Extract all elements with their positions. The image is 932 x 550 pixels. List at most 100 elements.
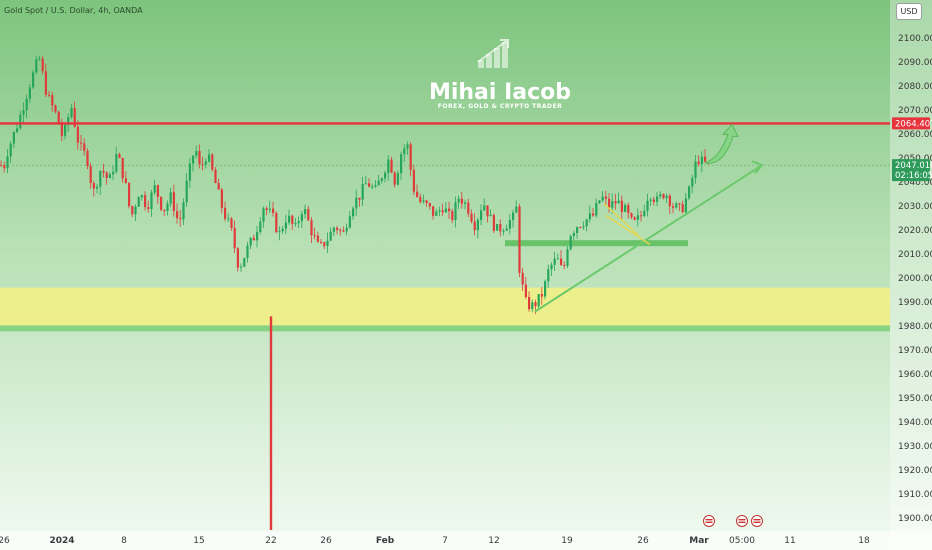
candle-1 <box>3 161 6 173</box>
demand-zone <box>505 240 688 247</box>
candle-218 <box>697 155 700 167</box>
candle-217 <box>694 154 697 184</box>
candle-60 <box>192 155 195 172</box>
candle-body <box>694 161 697 179</box>
candle-151 <box>483 198 486 212</box>
candle-body <box>444 208 447 213</box>
candle-126 <box>403 144 406 162</box>
watermark-subtitle: FOREX, GOLD & CRYPTO TRADER <box>438 103 562 110</box>
candle-body <box>288 215 291 223</box>
candle-body <box>508 220 511 229</box>
candle-80 <box>256 225 259 248</box>
candle-185 <box>592 208 595 217</box>
candle-body <box>457 198 460 203</box>
candle-body <box>636 215 639 220</box>
resistance-price-label: 2064.407 <box>895 119 932 129</box>
candle-79 <box>252 234 255 241</box>
candle-201 <box>643 204 646 218</box>
candle-28 <box>89 162 92 189</box>
candle-102 <box>326 232 329 253</box>
x-tick-label: 8 <box>121 536 127 546</box>
candle-132 <box>422 194 425 204</box>
candle-body <box>188 163 191 181</box>
candle-body <box>291 215 294 224</box>
candle-body <box>652 199 655 202</box>
candle-107 <box>342 226 345 233</box>
trendline <box>534 164 763 313</box>
candle-body <box>358 197 361 200</box>
candle-body <box>150 192 153 210</box>
candle-184 <box>588 205 591 223</box>
candle-14 <box>44 63 47 97</box>
candle-111 <box>355 189 358 216</box>
candle-body <box>448 208 451 212</box>
candle-37 <box>118 152 121 159</box>
candle-body <box>515 206 518 213</box>
candle-46 <box>147 200 150 213</box>
event-flag-icon[interactable] <box>703 515 715 527</box>
candle-164 <box>524 276 527 299</box>
candle-141 <box>451 208 454 224</box>
candle-body <box>339 229 342 231</box>
candle-body <box>428 203 431 207</box>
candle-body <box>585 219 588 227</box>
candle-body <box>499 224 502 232</box>
candle-body <box>560 258 563 265</box>
candle-160 <box>512 210 515 228</box>
x-tick-label: Mar <box>689 536 709 546</box>
candle-100 <box>320 239 323 245</box>
candle-body <box>422 200 425 202</box>
y-tick-label: 2080.000 <box>898 82 932 92</box>
candle-body <box>489 215 492 217</box>
candle-11 <box>35 55 38 75</box>
candle-body <box>310 220 313 236</box>
candle-67 <box>214 167 217 184</box>
candle-body <box>265 208 268 210</box>
candle-body <box>281 228 284 232</box>
y-tick-label: 2100.000 <box>898 34 932 44</box>
candle-97 <box>310 217 313 244</box>
candle-body <box>691 178 694 187</box>
target-arrow-icon <box>704 123 739 164</box>
candle-body <box>601 196 604 201</box>
event-flag-icon[interactable] <box>736 515 748 527</box>
candle-body <box>51 95 54 106</box>
candle-body <box>406 144 409 149</box>
candle-213 <box>681 200 684 214</box>
candle-body <box>224 207 227 219</box>
candle-173 <box>553 251 556 272</box>
y-tick-label: 2010.000 <box>898 250 932 260</box>
candle-body <box>467 202 470 214</box>
y-tick-label: 2070.000 <box>898 106 932 116</box>
candle-body <box>262 208 265 222</box>
candle-body <box>409 144 412 170</box>
candle-15 <box>48 90 51 98</box>
candle-123 <box>393 171 396 188</box>
candle-62 <box>198 144 201 169</box>
support-line <box>0 325 890 332</box>
candle-85 <box>272 201 275 217</box>
candle-87 <box>278 226 281 241</box>
candle-body <box>563 264 566 266</box>
candle-106 <box>339 228 342 236</box>
candle-72 <box>230 216 233 231</box>
candle-body <box>22 110 25 115</box>
candle-body <box>300 214 303 222</box>
candle-body <box>19 114 22 129</box>
candle-body <box>380 178 383 181</box>
candle-146 <box>467 198 470 217</box>
candle-96 <box>307 205 310 222</box>
candle-body <box>32 72 35 88</box>
candle-84 <box>268 200 271 214</box>
candle-32 <box>102 163 105 178</box>
candle-155 <box>496 223 499 231</box>
candle-body <box>249 237 252 246</box>
candle-216 <box>691 174 694 194</box>
currency-button[interactable]: USD <box>896 3 922 20</box>
candle-198 <box>633 216 636 221</box>
candle-220 <box>704 148 707 164</box>
event-flag-icon[interactable] <box>751 515 763 527</box>
candle-body <box>342 230 345 232</box>
